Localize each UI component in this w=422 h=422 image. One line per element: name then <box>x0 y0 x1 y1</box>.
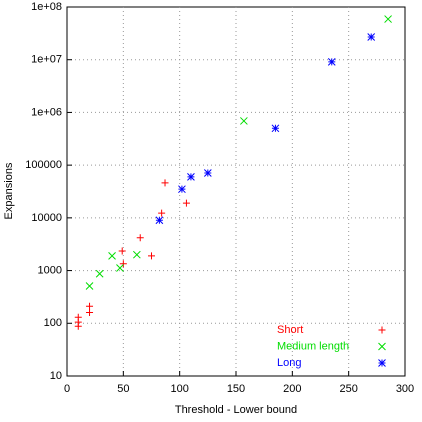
data-point <box>161 179 169 187</box>
data-point <box>203 169 212 177</box>
x-tick-label: 100 <box>170 383 188 395</box>
legend-marker <box>378 326 386 334</box>
data-point <box>108 252 116 260</box>
y-tick-label: 100000 <box>25 159 62 171</box>
data-point <box>155 216 164 225</box>
x-tick-label: 300 <box>396 383 414 395</box>
legend-label: Medium length <box>277 340 349 352</box>
data-point <box>187 172 195 181</box>
y-tick-label: 10 <box>50 370 62 382</box>
x-axis-label: Threshold - Lower bound <box>175 404 297 416</box>
data-point <box>271 124 280 133</box>
data-point <box>158 209 166 217</box>
x-tick-label: 200 <box>283 383 301 395</box>
x-tick-label: 50 <box>117 383 129 395</box>
data-point <box>240 117 248 125</box>
data-point <box>116 264 124 272</box>
x-tick-label: 250 <box>339 383 357 395</box>
data-point <box>327 58 336 66</box>
y-tick-label: 1000 <box>38 264 62 276</box>
y-tick-label: 1e+08 <box>31 1 62 13</box>
data-point <box>86 309 94 317</box>
x-tick-label: 150 <box>227 383 245 395</box>
data-point <box>86 302 94 310</box>
data-point <box>367 33 376 41</box>
y-axis-label: Expansions <box>3 162 15 219</box>
x-tick-label: 0 <box>64 383 70 395</box>
legend-marker <box>378 342 386 351</box>
y-tick-label: 10000 <box>31 212 62 224</box>
data-point <box>74 322 82 330</box>
data-point <box>148 252 155 260</box>
data-point <box>118 247 126 255</box>
y-tick-label: 1e+06 <box>31 106 62 118</box>
data-point <box>85 282 94 290</box>
data-point <box>384 15 392 23</box>
data-point <box>136 234 144 242</box>
legend-label: Long <box>277 357 301 369</box>
legend-marker <box>378 359 386 367</box>
data-point <box>95 269 104 278</box>
data-point <box>178 185 186 194</box>
data-point <box>182 199 190 207</box>
legend-label: Short <box>277 324 303 336</box>
data-point <box>119 260 127 268</box>
y-tick-label: 100 <box>44 317 62 329</box>
data-point <box>132 250 141 259</box>
y-tick-label: 1e+07 <box>31 54 62 66</box>
